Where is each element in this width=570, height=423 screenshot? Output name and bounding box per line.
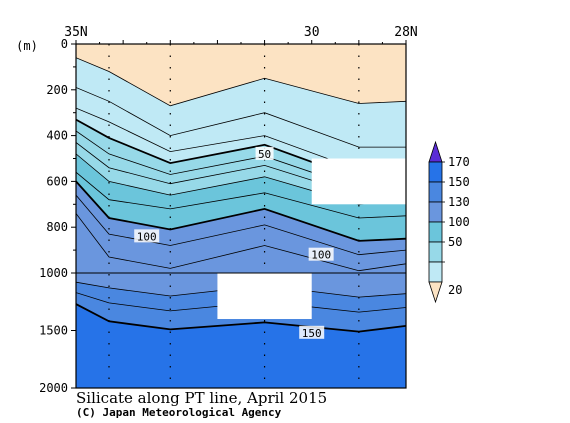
contour-label-bg-3 [308, 247, 334, 261]
contour-120 [76, 213, 406, 272]
color-legend: 170 150 130 100 50 20 [428, 140, 470, 304]
y-tick-label-600: 600 [46, 174, 68, 188]
missing-area-1 [311, 158, 406, 205]
y-tick-label-800: 800 [46, 220, 68, 234]
contour-label-1: 50 [258, 148, 271, 161]
y-tick-label-1000: 1000 [39, 266, 68, 280]
legend-label-50: 50 [448, 235, 462, 249]
legend-swatch-4 [428, 221, 443, 243]
contour-line-layer [76, 57, 406, 333]
legend-label-100: 100 [448, 215, 470, 229]
contour-150 [76, 303, 406, 333]
contour-label-3: 100 [311, 249, 331, 262]
contour-30 [76, 87, 406, 148]
x-top-label-30: 30 [304, 25, 320, 40]
legend-under-triangle [428, 281, 443, 304]
contour-100 [76, 180, 406, 242]
legend-label-150: 150 [448, 175, 470, 189]
x-top-label-35N: 35N [64, 25, 87, 40]
legend-swatch-3 [428, 201, 443, 223]
legend-swatch-2 [428, 181, 443, 203]
chart-credit: (C) Japan Meteorological Agency [76, 406, 282, 419]
axes-layer: 0 200 400 600 800 1000 1500 2000 (m) 35N 30 28N [16, 25, 418, 395]
missing-data-layer [217, 158, 406, 319]
contour-label-bg-4 [299, 325, 325, 339]
legend-label-20: 20 [448, 283, 462, 297]
y-tick-label-200: 200 [46, 83, 68, 97]
contour-90 [76, 171, 406, 219]
y-unit-label: (m) [16, 39, 38, 53]
y-tick-label-0: 0 [61, 37, 68, 51]
contour-label-layer: 50 100 100 150 [134, 146, 334, 340]
chart-title: Silicate along PT line, April 2015 [76, 389, 328, 407]
legend-label-170: 170 [448, 155, 470, 169]
legend-swatch-5 [428, 241, 443, 263]
legend-swatch-6 [428, 261, 443, 283]
fill-band-150 [76, 304, 406, 388]
legend-over-triangle [428, 140, 443, 163]
y-tick-label-400: 400 [46, 129, 68, 143]
x-top-label-28N: 28N [394, 25, 417, 40]
contour-fill-layer [76, 44, 406, 388]
y-tick-label-1500: 1500 [39, 324, 68, 338]
contour-label-bg-1 [255, 146, 274, 160]
missing-area-2 [217, 273, 312, 319]
contour-20 [76, 57, 406, 107]
legend-swatch-1 [428, 161, 443, 183]
contour-label-bg-2 [134, 229, 160, 243]
y-tick-label-2000: 2000 [39, 381, 68, 395]
contour-label-2: 100 [137, 230, 157, 243]
legend-label-130: 130 [448, 195, 470, 209]
contour-label-4: 150 [302, 327, 322, 340]
contour-110 [76, 194, 406, 256]
